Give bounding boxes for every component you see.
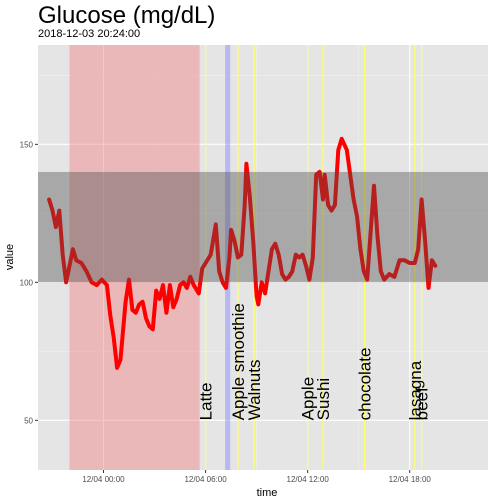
target-band bbox=[38, 171, 488, 283]
axes: 12/04 00:00 12/04 06:00 12/04 12:00 12/04 1… bbox=[20, 140, 432, 484]
y-axis-title: value bbox=[4, 244, 16, 270]
x-tick-label: 12/04 06:00 bbox=[184, 475, 227, 484]
meal-label: Walnuts bbox=[245, 360, 264, 421]
sleep-region bbox=[69, 45, 200, 470]
plot-panel bbox=[38, 45, 488, 470]
meal-label: beef bbox=[413, 387, 432, 420]
chart-title: Glucose (mg/dL) bbox=[38, 2, 216, 29]
meal-label: Apple bbox=[299, 377, 318, 420]
meal-label: Latte bbox=[197, 383, 216, 421]
glucose-series bbox=[47, 136, 438, 370]
x-tick-label: 12/04 00:00 bbox=[82, 475, 125, 484]
y-tick-label: 100 bbox=[20, 278, 34, 287]
x-tick-label: 12/04 12:00 bbox=[287, 475, 330, 484]
meal-label: Apple smoothie bbox=[229, 303, 248, 420]
x-tick-label: 12/04 18:00 bbox=[389, 475, 432, 484]
y-tick-label: 50 bbox=[24, 416, 33, 425]
meal-label: lasagna bbox=[406, 360, 425, 420]
target-band-group bbox=[38, 171, 488, 283]
meal-label: chocolate bbox=[356, 348, 375, 421]
meal-label: Sushi bbox=[314, 378, 333, 421]
glucose-line bbox=[47, 136, 438, 370]
y-tick-label: 150 bbox=[20, 140, 34, 149]
chart-subtitle: 2018-12-03 20:24:00 bbox=[38, 28, 141, 40]
x-axis-title: time bbox=[257, 487, 278, 499]
